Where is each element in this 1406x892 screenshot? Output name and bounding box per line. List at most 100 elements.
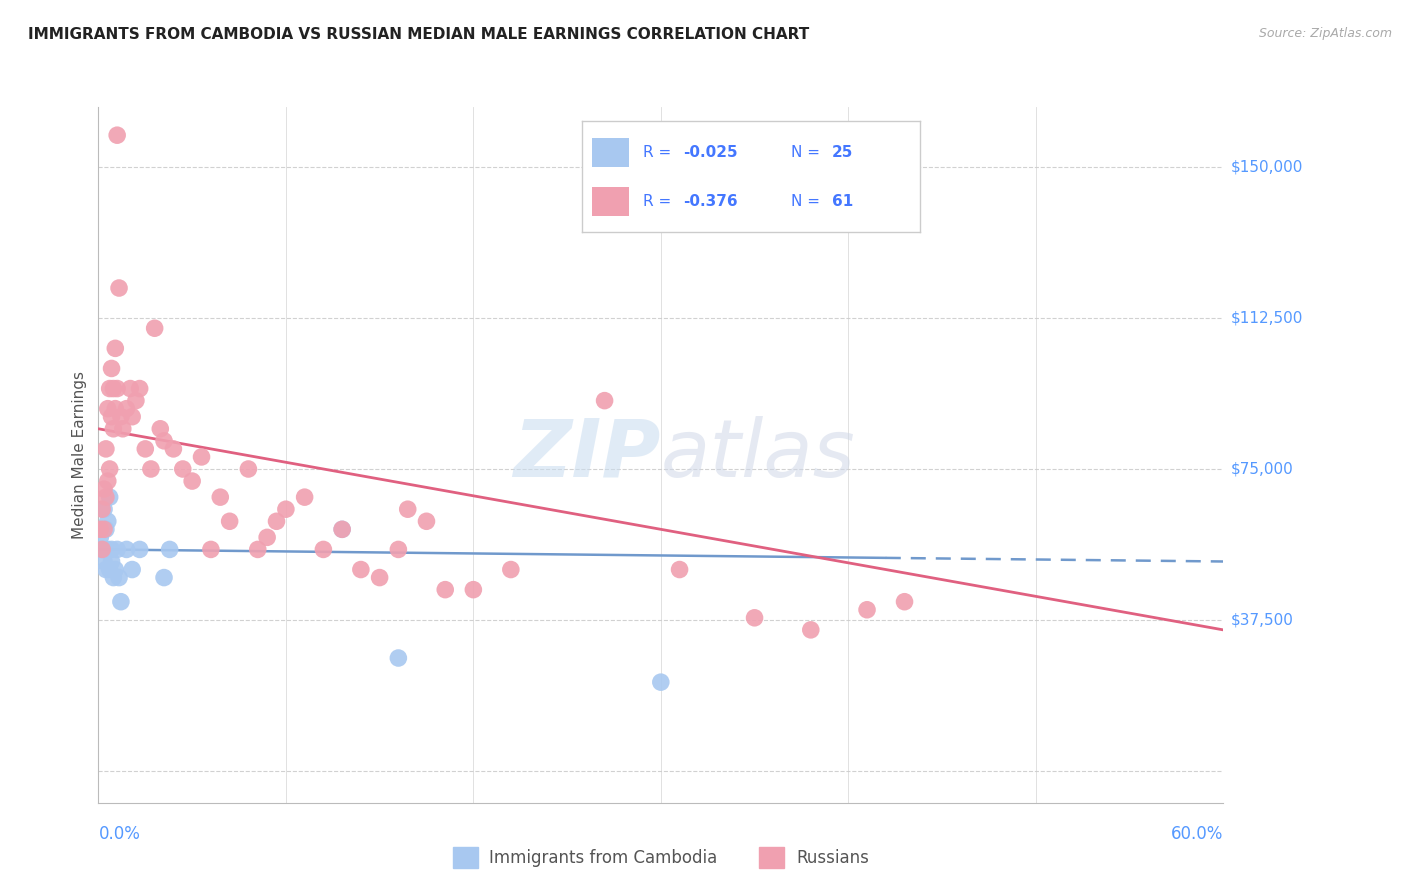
Point — [330, 522, 353, 536]
Point — [91, 542, 114, 557]
Text: R =: R = — [643, 145, 676, 160]
Point — [172, 462, 194, 476]
Point — [149, 422, 172, 436]
Point — [98, 562, 121, 576]
Point — [246, 542, 269, 557]
Text: 60.0%: 60.0% — [1171, 825, 1223, 843]
Point — [105, 128, 128, 143]
Point — [274, 502, 297, 516]
Point — [368, 571, 391, 585]
Point — [330, 522, 353, 536]
Y-axis label: Median Male Earnings: Median Male Earnings — [72, 371, 87, 539]
Point — [294, 490, 316, 504]
Point — [121, 409, 143, 424]
Point — [350, 562, 373, 576]
Point — [110, 409, 132, 424]
Point — [91, 542, 114, 557]
Point — [93, 522, 115, 536]
Point — [98, 490, 121, 504]
Text: ZIP: ZIP — [513, 416, 661, 494]
Point — [434, 582, 457, 597]
Text: Source: ZipAtlas.com: Source: ZipAtlas.com — [1258, 27, 1392, 40]
Point — [668, 562, 690, 576]
Point — [105, 382, 128, 396]
Text: 0.0%: 0.0% — [98, 825, 141, 843]
Point — [153, 434, 176, 448]
Point — [312, 542, 335, 557]
Point — [159, 542, 181, 557]
Point — [125, 393, 148, 408]
Point — [744, 611, 766, 625]
Text: R =: R = — [643, 194, 676, 209]
Point — [190, 450, 212, 464]
Text: 61: 61 — [832, 194, 853, 209]
Point — [266, 514, 288, 528]
Text: $112,500: $112,500 — [1230, 310, 1302, 326]
Text: 25: 25 — [832, 145, 853, 160]
Point — [143, 321, 166, 335]
Point — [100, 554, 122, 568]
Point — [162, 442, 184, 456]
Point — [98, 382, 121, 396]
Point — [800, 623, 823, 637]
Point — [103, 382, 125, 396]
Text: -0.025: -0.025 — [683, 145, 738, 160]
Text: $75,000: $75,000 — [1230, 461, 1294, 476]
Point — [93, 554, 115, 568]
Point — [153, 571, 176, 585]
Point — [97, 474, 120, 488]
Point — [93, 482, 115, 496]
Point — [104, 401, 127, 416]
Point — [105, 542, 128, 557]
Point — [387, 651, 409, 665]
Point — [499, 562, 522, 576]
Point — [128, 542, 150, 557]
Text: N =: N = — [792, 145, 825, 160]
Point — [128, 382, 150, 396]
Point — [134, 442, 156, 456]
Point — [94, 490, 117, 504]
Bar — [592, 186, 630, 216]
Point — [181, 474, 204, 488]
Point — [97, 514, 120, 528]
Point — [238, 462, 260, 476]
Point — [94, 522, 117, 536]
Point — [108, 281, 131, 295]
Point — [98, 462, 121, 476]
Point — [593, 393, 616, 408]
Point — [218, 514, 240, 528]
Point — [103, 422, 125, 436]
Text: -0.376: -0.376 — [683, 194, 738, 209]
Point — [256, 530, 278, 544]
Point — [387, 542, 409, 557]
Point — [396, 502, 419, 516]
Point — [97, 401, 120, 416]
Point — [120, 382, 142, 396]
Point — [856, 603, 879, 617]
Point — [104, 562, 127, 576]
Point — [100, 361, 122, 376]
Point — [89, 522, 111, 536]
Text: N =: N = — [792, 194, 825, 209]
Point — [100, 542, 122, 557]
Point — [650, 675, 672, 690]
Text: atlas: atlas — [661, 416, 856, 494]
Point — [121, 562, 143, 576]
Point — [91, 502, 114, 516]
Point — [97, 542, 120, 557]
Point — [110, 595, 132, 609]
Text: IMMIGRANTS FROM CAMBODIA VS RUSSIAN MEDIAN MALE EARNINGS CORRELATION CHART: IMMIGRANTS FROM CAMBODIA VS RUSSIAN MEDI… — [28, 27, 810, 42]
Bar — [592, 137, 630, 167]
Point — [200, 542, 222, 557]
Point — [115, 401, 138, 416]
Point — [115, 542, 138, 557]
Point — [108, 571, 131, 585]
Legend: Immigrants from Cambodia, Russians: Immigrants from Cambodia, Russians — [446, 841, 876, 874]
Point — [415, 514, 437, 528]
Point — [893, 595, 915, 609]
Point — [100, 409, 122, 424]
Point — [463, 582, 485, 597]
Text: $150,000: $150,000 — [1230, 160, 1302, 175]
Text: $37,500: $37,500 — [1230, 612, 1294, 627]
Point — [89, 530, 111, 544]
